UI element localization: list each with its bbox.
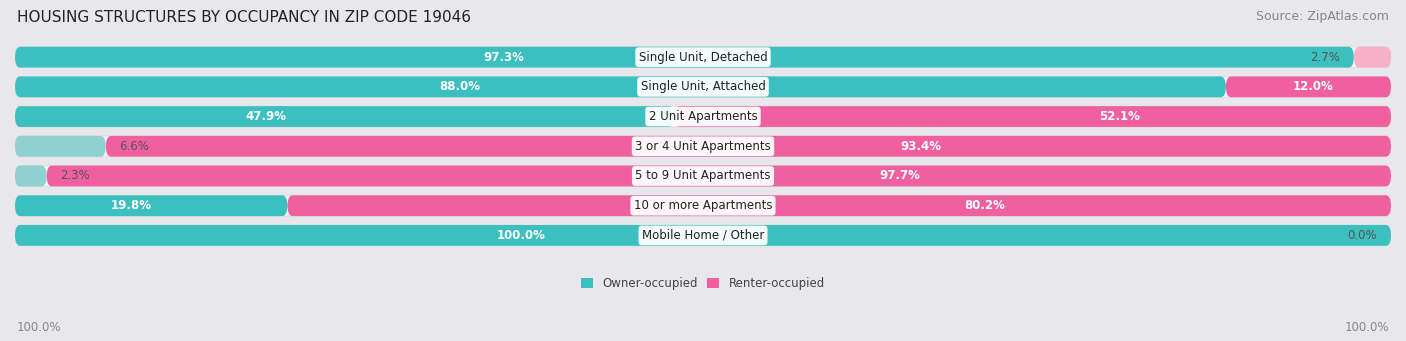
- Text: 88.0%: 88.0%: [439, 80, 479, 93]
- FancyBboxPatch shape: [15, 76, 1226, 97]
- Text: 100.0%: 100.0%: [1344, 321, 1389, 334]
- Text: 5 to 9 Unit Apartments: 5 to 9 Unit Apartments: [636, 169, 770, 182]
- FancyBboxPatch shape: [287, 195, 1391, 216]
- FancyBboxPatch shape: [15, 47, 1354, 68]
- Text: 100.0%: 100.0%: [496, 229, 546, 242]
- Text: HOUSING STRUCTURES BY OCCUPANCY IN ZIP CODE 19046: HOUSING STRUCTURES BY OCCUPANCY IN ZIP C…: [17, 10, 471, 25]
- FancyBboxPatch shape: [15, 106, 673, 127]
- FancyBboxPatch shape: [15, 166, 1391, 187]
- Text: 97.3%: 97.3%: [484, 50, 524, 64]
- Text: 10 or more Apartments: 10 or more Apartments: [634, 199, 772, 212]
- Text: 2.7%: 2.7%: [1310, 50, 1340, 64]
- FancyBboxPatch shape: [15, 136, 105, 157]
- FancyBboxPatch shape: [1226, 76, 1391, 97]
- FancyBboxPatch shape: [105, 136, 1391, 157]
- Text: 47.9%: 47.9%: [246, 110, 287, 123]
- Text: Single Unit, Detached: Single Unit, Detached: [638, 50, 768, 64]
- Text: 2.3%: 2.3%: [60, 169, 90, 182]
- FancyBboxPatch shape: [15, 225, 1391, 246]
- Text: 6.6%: 6.6%: [120, 140, 149, 153]
- Legend: Owner-occupied, Renter-occupied: Owner-occupied, Renter-occupied: [581, 277, 825, 290]
- FancyBboxPatch shape: [15, 195, 287, 216]
- FancyBboxPatch shape: [15, 47, 1391, 68]
- Text: Mobile Home / Other: Mobile Home / Other: [641, 229, 765, 242]
- Text: Source: ZipAtlas.com: Source: ZipAtlas.com: [1256, 10, 1389, 23]
- Text: 0.0%: 0.0%: [1347, 229, 1378, 242]
- Text: 80.2%: 80.2%: [965, 199, 1005, 212]
- Text: 19.8%: 19.8%: [110, 199, 152, 212]
- FancyBboxPatch shape: [15, 106, 1391, 127]
- Text: 52.1%: 52.1%: [1099, 110, 1140, 123]
- Text: 2 Unit Apartments: 2 Unit Apartments: [648, 110, 758, 123]
- FancyBboxPatch shape: [1354, 47, 1391, 68]
- FancyBboxPatch shape: [46, 166, 1391, 187]
- Text: 12.0%: 12.0%: [1292, 80, 1333, 93]
- FancyBboxPatch shape: [15, 166, 46, 187]
- Text: 100.0%: 100.0%: [17, 321, 62, 334]
- FancyBboxPatch shape: [15, 195, 1391, 216]
- Text: Single Unit, Attached: Single Unit, Attached: [641, 80, 765, 93]
- FancyBboxPatch shape: [15, 76, 1391, 97]
- FancyBboxPatch shape: [673, 106, 1391, 127]
- Text: 3 or 4 Unit Apartments: 3 or 4 Unit Apartments: [636, 140, 770, 153]
- Text: 97.7%: 97.7%: [880, 169, 921, 182]
- Text: 93.4%: 93.4%: [900, 140, 941, 153]
- FancyBboxPatch shape: [15, 225, 1391, 246]
- FancyBboxPatch shape: [15, 136, 1391, 157]
